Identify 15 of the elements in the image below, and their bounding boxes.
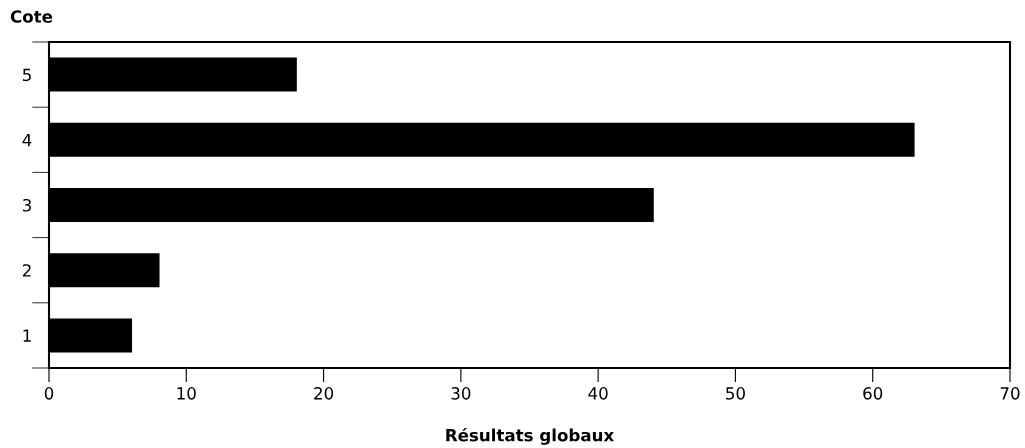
x-tick-label: 30 — [451, 387, 471, 400]
y-tick-label: 4 — [22, 133, 32, 147]
y-axis-title: Cote — [10, 10, 53, 23]
x-tick-label: 10 — [177, 387, 196, 400]
x-tick-label: 50 — [726, 387, 745, 400]
x-tick-label: 40 — [588, 387, 608, 400]
y-tick-label: 5 — [23, 68, 31, 82]
x-axis-title: Résultats globaux — [446, 427, 614, 445]
y-tick-label: 2 — [22, 264, 31, 277]
y-tick-label: 3 — [23, 198, 31, 212]
y-tick-label: 1 — [23, 329, 31, 342]
x-tick-label: 0 — [44, 387, 54, 400]
x-tick-label: 20 — [314, 387, 334, 400]
x-tick-label: 60 — [863, 387, 883, 400]
x-tick-label: 70 — [1000, 387, 1020, 400]
